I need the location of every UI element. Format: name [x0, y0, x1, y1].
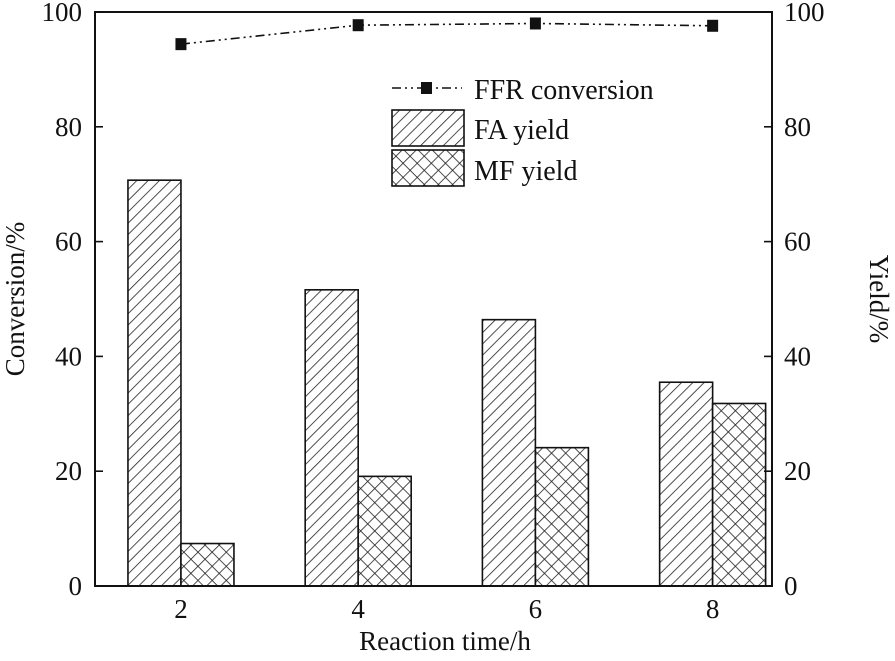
legend-label-mf-yield: MF yield: [474, 156, 577, 187]
ffr-conversion-line: [180, 22, 713, 45]
y-tick-label-left: 40: [55, 341, 82, 371]
y-tick-label-right: 40: [784, 341, 811, 371]
y-tick-label-right: 0: [784, 571, 798, 601]
bar-mf-yield: [357, 475, 412, 587]
bar-mf-yield: [534, 446, 590, 587]
y-tick-label-left: 100: [42, 0, 83, 27]
x-tick-label: 4: [351, 594, 365, 624]
ffr-conversion-point: [529, 17, 541, 30]
legend-swatch-fa-yield: [391, 109, 465, 147]
bar-fa-yield: [304, 289, 359, 587]
y-tick-label-right: 100: [784, 0, 825, 27]
y-tick-label-left: 60: [55, 227, 82, 257]
y-tick-label-left: 20: [55, 456, 82, 486]
bar-mf-yield: [711, 402, 767, 587]
bar-fa-yield: [127, 179, 182, 587]
legend-label-ffr-conversion: FFR conversion: [474, 75, 654, 106]
y-tick-label-left: 80: [55, 112, 82, 142]
y-axis-title-right: Yield/%: [864, 255, 894, 344]
x-tick-label: 8: [706, 594, 720, 624]
legend-swatch-mf-yield: [391, 149, 465, 187]
legend: FFR conversion FA yield MF yield: [391, 75, 654, 187]
bar-fa-yield: [481, 318, 537, 587]
y-tick-label-right: 80: [784, 112, 811, 142]
ffr-conversion-point: [707, 19, 719, 32]
line-layer: [175, 17, 719, 51]
bar-mf-yield: [180, 542, 235, 587]
y-tick-label-left: 0: [69, 571, 83, 601]
y-tick-label-right: 60: [784, 227, 811, 257]
x-tick-label: 6: [529, 594, 543, 624]
bars-layer: [127, 179, 767, 587]
y-axis-title-left: Conversion/%: [0, 222, 30, 377]
plot-frame: [94, 11, 773, 587]
x-axis-title: Reaction time/h: [359, 626, 531, 656]
bar-fa-yield: [658, 381, 714, 587]
ffr-conversion-point: [175, 38, 187, 51]
legend-label-fa-yield: FA yield: [474, 115, 569, 146]
legend-square-marker: [421, 82, 432, 94]
x-tick-label: 2: [174, 594, 188, 624]
y-tick-label-right: 20: [784, 456, 811, 486]
ffr-conversion-point: [352, 19, 364, 32]
